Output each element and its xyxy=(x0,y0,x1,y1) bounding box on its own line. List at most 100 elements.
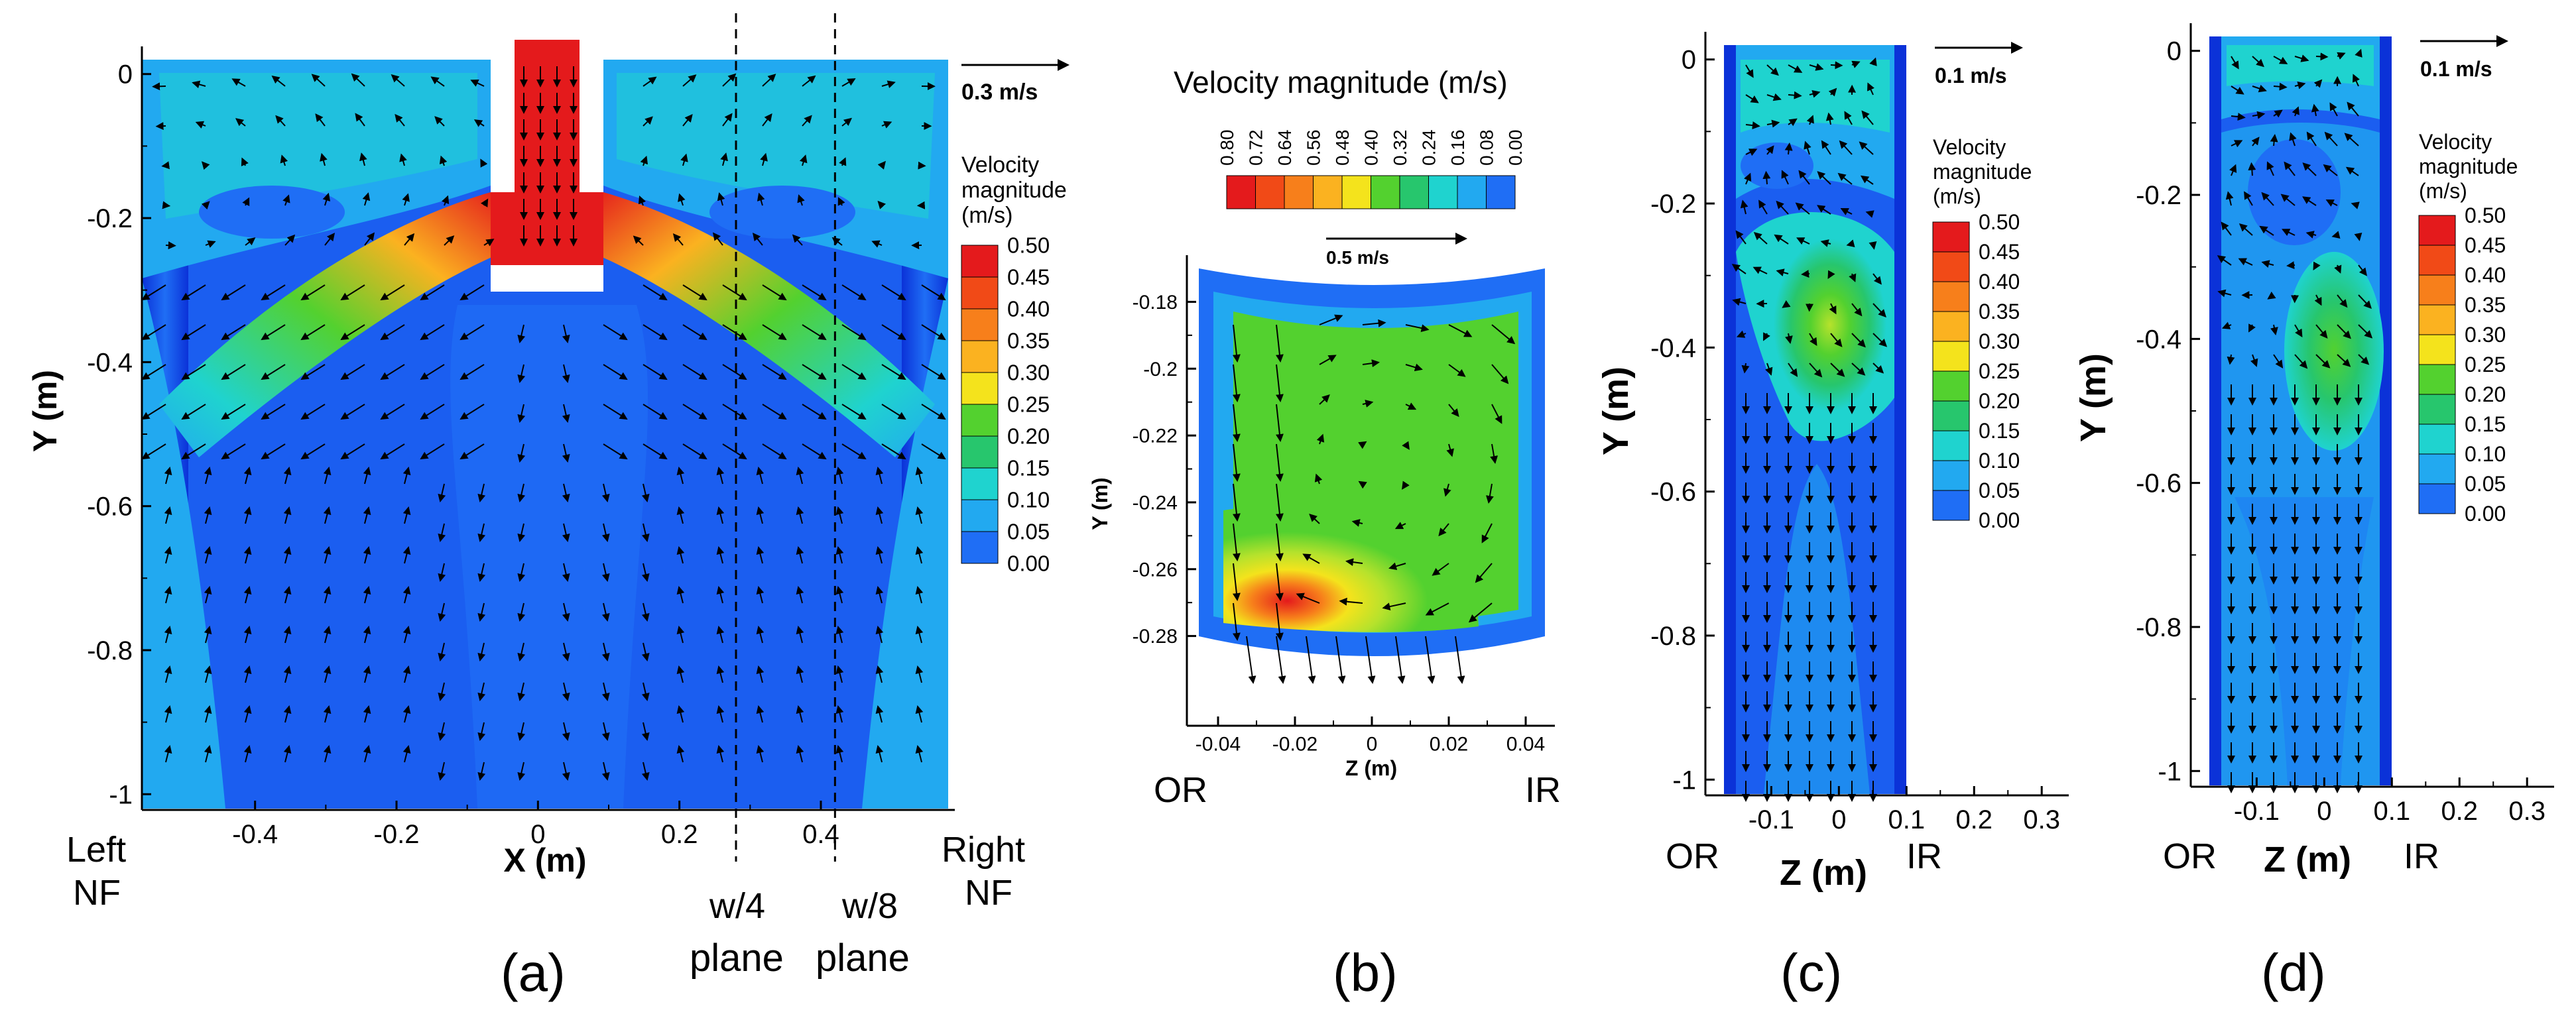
panel-c-legend-level: 0.15 xyxy=(1979,419,2020,443)
panel-a-vector-arrow xyxy=(300,284,326,301)
panel-a-vector-arrow xyxy=(363,506,371,524)
panel-a-vector-arrow xyxy=(601,563,610,582)
panel-a-vector-arrow xyxy=(796,586,804,604)
panel-a-vector-arrow xyxy=(871,240,883,248)
panel-d-vector-arrow xyxy=(2353,74,2360,87)
panel-a-vector-arrow xyxy=(221,443,246,460)
panel-b-legend-level: 0.32 xyxy=(1390,130,1410,166)
panel-a-vector-arrow xyxy=(355,113,365,127)
panel-a-vector-arrow xyxy=(676,745,685,763)
panel-a-vector-arrow xyxy=(915,546,924,564)
panel-a-vector-arrow xyxy=(420,443,445,460)
panel-c-vector-arrow xyxy=(1809,363,1823,378)
panel-b-vector-arrow xyxy=(1388,562,1406,571)
panel-a-vector-arrow xyxy=(517,523,526,542)
panel-b-ytick-label: -0.18 xyxy=(1133,292,1178,314)
panel-d-vector-arrow xyxy=(2351,201,2360,209)
panel-c-legend: Velocity magnitude (m/s) 0.50 0.45 0.40 0.3… xyxy=(1932,135,2032,532)
panel-c-legend-level: 0.50 xyxy=(1979,210,2020,234)
panel-a-vector-arrow xyxy=(221,284,246,301)
panel-c-vector-arrow xyxy=(1766,145,1774,155)
panel-c-right-wall xyxy=(1894,45,1906,794)
panel-a-w4-label: w/4 xyxy=(709,886,765,926)
panel-a-vector-arrow xyxy=(877,160,886,170)
panel-a-vector-arrow xyxy=(311,74,326,87)
panel-a-vector-arrow xyxy=(477,682,486,701)
panel-a-vector-arrow xyxy=(562,324,570,343)
panel-a-vector-arrow xyxy=(641,722,650,741)
panel-d-vector-arrow xyxy=(2314,294,2322,306)
panel-b-vector-arrow xyxy=(1345,558,1363,567)
panel-a-vector-arrow xyxy=(324,233,336,246)
panel-a-vector-arrow xyxy=(364,232,375,246)
panel-a-vector-arrow xyxy=(164,506,172,524)
panel-b-vector-arrow xyxy=(1395,636,1406,684)
panel-d-vector-arrow xyxy=(2252,56,2264,68)
panel-a-vector-arrow xyxy=(204,586,212,604)
panel-c-xtick-label: 0.2 xyxy=(1955,805,1993,834)
panel-a-vector-arrow xyxy=(835,705,844,723)
panel-a-vector-arrow xyxy=(643,116,653,127)
panel-d-legend-level: 0.35 xyxy=(2465,293,2506,317)
panel-a-vector-arrow xyxy=(915,467,924,484)
panel-a-vector-arrow xyxy=(340,284,365,301)
panel-a-ytick-label: -0.2 xyxy=(87,204,133,233)
panel-c-vector-arrow xyxy=(1872,303,1886,317)
panel-c-legend-cell xyxy=(1932,490,1970,521)
panel-a-vector-arrow xyxy=(881,364,906,380)
panel-a-vector-arrow xyxy=(164,745,172,763)
panel-c-vector-arrow xyxy=(1758,200,1768,215)
panel-a-vector-arrow xyxy=(477,523,486,542)
panel-a-vector-arrow xyxy=(762,324,787,341)
panel-a-vector-arrow xyxy=(601,762,610,781)
panel-b-vector-arrow xyxy=(1432,563,1449,576)
panel-c-legend-level: 0.30 xyxy=(1979,329,2020,353)
panel-a-vector-arrow xyxy=(261,443,286,460)
panel-a-vector-arrow xyxy=(802,284,827,301)
panel-a-vector-arrow xyxy=(300,364,326,380)
panel-a-vector-arrow xyxy=(802,75,816,87)
panel-d-legend-level: 0.40 xyxy=(2465,263,2506,287)
panel-d-legend-level: 0.25 xyxy=(2465,353,2506,376)
panel-a-vector-arrow xyxy=(231,78,246,87)
panel-c-vector-arrow xyxy=(1736,330,1747,338)
panel-c-legend-cell xyxy=(1932,281,1970,312)
panel-c-vector-arrow xyxy=(1851,363,1866,376)
panel-a-legend-level: 0.05 xyxy=(1007,520,1050,544)
panel-a-legend-title-3: (m/s) xyxy=(961,203,1012,228)
panel-c-vector-arrow xyxy=(1745,148,1758,156)
panel-c-axes: 0 -0.2 -0.4 -0.6 -0.8 -1 -0.1 0 0.1 0.2 0.3 Z (m) Y … xyxy=(1596,32,2069,893)
panel-a-vector-arrow xyxy=(420,364,445,380)
panel-d-vector-arrow xyxy=(2344,133,2359,146)
panel-c-vector-arrow xyxy=(1809,89,1821,98)
panel-a-vector-arrow xyxy=(796,506,804,524)
panel-a-vector-arrow xyxy=(517,443,526,463)
panel-a-vector-arrow xyxy=(835,546,844,564)
panel-b-legend: 0.80 0.72 0.64 0.56 0.48 0.40 0.32 0.24 0.16 0.08… xyxy=(1217,130,1526,209)
panel-a-legend-cell xyxy=(961,372,999,405)
panel-b-vector-arrow xyxy=(1394,522,1406,530)
panel-a-vector-arrow xyxy=(204,546,212,564)
panel-c-vector-arrow xyxy=(1788,91,1802,99)
panel-c-vector-arrow xyxy=(1809,333,1817,347)
panel-a-vector-arrow xyxy=(243,626,252,644)
panel-b-legend-level: 0.08 xyxy=(1477,130,1497,166)
panel-a-vector-arrow xyxy=(601,523,610,542)
panel-a-vector-arrow xyxy=(164,665,172,683)
panel-d-vortex xyxy=(2248,139,2341,245)
panel-d-legend-cell xyxy=(2418,424,2456,455)
panel-d-or-label: OR xyxy=(2163,836,2217,876)
panel-d-vector-arrow xyxy=(2313,261,2321,270)
panel-c-vector-arrow xyxy=(1781,170,1789,185)
panel-d-vector-arrow xyxy=(2261,260,2274,268)
panel-a-vector-arrow xyxy=(460,284,485,301)
panel-b-vector-arrow xyxy=(1402,441,1410,450)
panel-c-vector-arrow xyxy=(1844,111,1853,125)
panel-a-legend-cell xyxy=(961,404,999,437)
panel-b-vector-arrow xyxy=(1425,602,1449,616)
panel-b-vector-field xyxy=(1232,314,1516,684)
panel-a-vector-arrow xyxy=(402,546,411,564)
panel-b-ytick-label: -0.22 xyxy=(1133,426,1178,447)
panel-b-vector-arrow xyxy=(1405,363,1423,372)
panel-c-vector-arrow xyxy=(1825,112,1834,125)
